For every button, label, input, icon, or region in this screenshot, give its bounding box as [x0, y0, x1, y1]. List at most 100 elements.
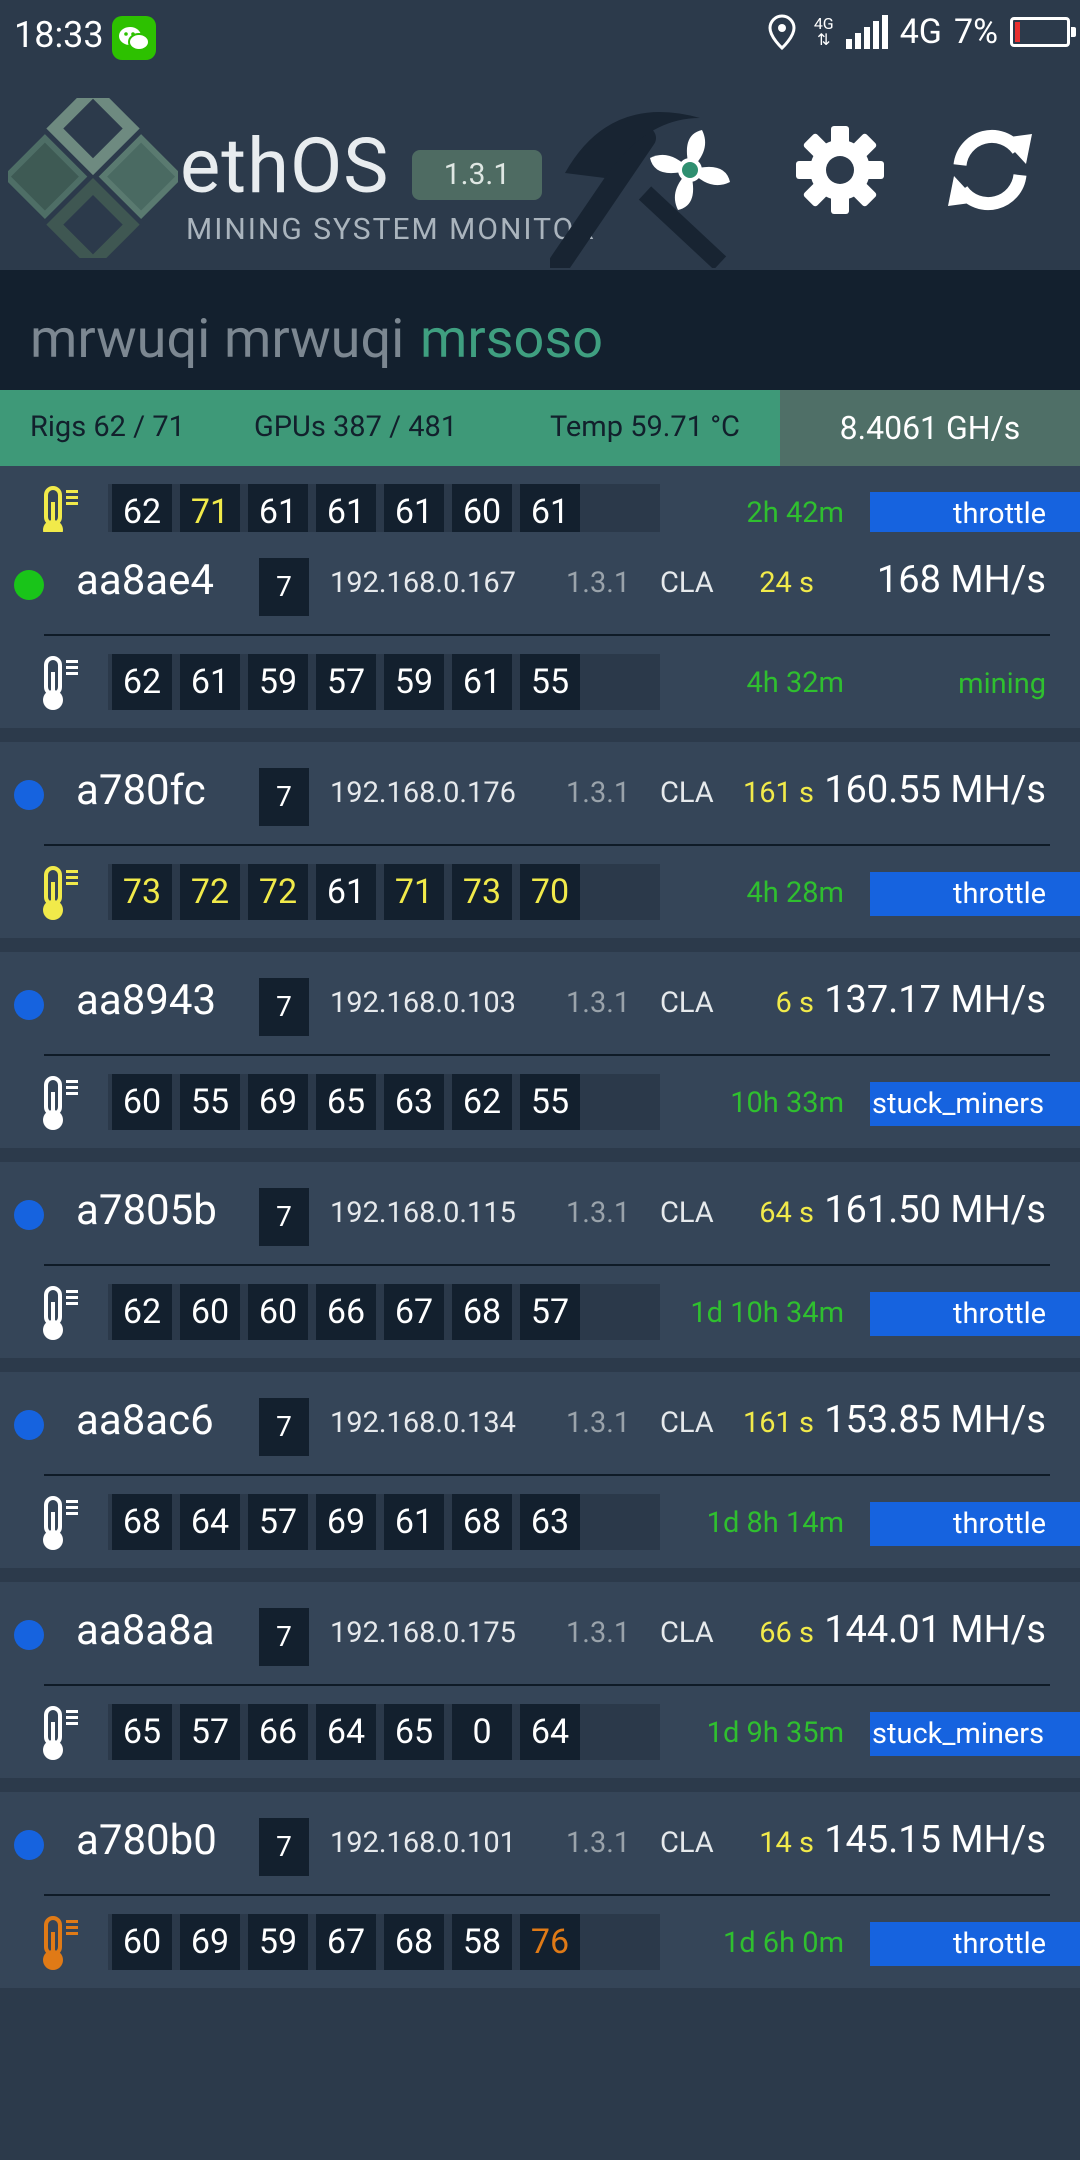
rig-hashrate: 161.50 MH/s: [824, 1188, 1046, 1232]
rig-card[interactable]: a7805b 7 192.168.0.115 1.3.1 CLA 64 s 161.50 M…: [0, 1162, 1080, 1358]
rig-last-seen: 64 s: [759, 1196, 814, 1230]
tab-mrsoso[interactable]: mrsoso: [420, 308, 603, 371]
rig-name[interactable]: aa8943: [76, 976, 217, 1025]
gpu-temp: 65: [112, 1704, 172, 1760]
gpu-temps: 60 55 69 65 63 62 55: [108, 1074, 660, 1130]
gpu-temps: 62 60 60 66 67 68 57: [108, 1284, 660, 1340]
rig-name[interactable]: a7805b: [76, 1186, 217, 1235]
gpu-temp: 68: [384, 1914, 444, 1970]
gpu-temp: 62: [452, 1074, 512, 1130]
rig-uptime: 1d 6h 0m: [722, 1926, 844, 1960]
refresh-icon[interactable]: [940, 120, 1040, 220]
rig-status: throttle: [870, 1922, 1080, 1966]
gpu-temp: 59: [248, 654, 308, 710]
rig-version: 1.3.1: [566, 986, 631, 1020]
rig-miner: CLA: [660, 986, 714, 1020]
gpu-temps: 60 69 59 67 68 58 76: [108, 1914, 660, 1970]
gpu-temp: 60: [180, 1284, 240, 1340]
rig-version: 1.3.1: [566, 1826, 631, 1860]
rig-name[interactable]: a780b0: [76, 1816, 217, 1865]
rig-card[interactable]: aa8ae4 7 192.168.0.167 1.3.1 CLA 24 s 168 MH/s…: [0, 532, 1080, 728]
status-dot-icon: [14, 1200, 44, 1230]
rig-version: 1.3.1: [566, 1196, 631, 1230]
gpu-count-badge: 7: [259, 1608, 309, 1666]
rig-summary-row: a780fc 7 192.168.0.176 1.3.1 CLA 161 s 160.55 …: [0, 742, 1080, 842]
rig-miner: CLA: [660, 1196, 714, 1230]
gear-icon[interactable]: [790, 120, 890, 220]
rig-status: throttle: [870, 1502, 1080, 1546]
rig-uptime: 1d 9h 35m: [706, 1716, 844, 1750]
rig-card[interactable]: a780fc 7 192.168.0.176 1.3.1 CLA 161 s 160.55 …: [0, 742, 1080, 938]
rig-card[interactable]: aa8a8a 7 192.168.0.175 1.3.1 CLA 66 s 144.01 M…: [0, 1582, 1080, 1778]
gpu-temp: 62: [112, 654, 172, 710]
rig-summary-row: aa8943 7 192.168.0.103 1.3.1 CLA 6 s 137.17 MH…: [0, 952, 1080, 1052]
stats-bar: Rigs 62 / 71 GPUs 387 / 481 Temp 59.71 °…: [0, 390, 1080, 466]
gpu-temp: 55: [520, 1074, 580, 1130]
rig-summary-row: a780b0 7 192.168.0.101 1.3.1 CLA 14 s 145.15 M…: [0, 1792, 1080, 1892]
gpu-temp: 69: [248, 1074, 308, 1130]
rig-temps-row: 73 72 72 61 71 73 70 4h 28m throttle: [0, 846, 1080, 938]
rig-card[interactable]: a780b0 7 192.168.0.101 1.3.1 CLA 14 s 145.15 M…: [0, 1792, 1080, 1988]
rig-card[interactable]: aa8ac6 7 192.168.0.134 1.3.1 CLA 161 s 153.85 …: [0, 1372, 1080, 1568]
status-dot-icon: [14, 1410, 44, 1440]
rig-miner: CLA: [660, 1406, 714, 1440]
gpu-temps: 73 72 72 61 71 73 70: [108, 864, 660, 920]
rig-ip: 192.168.0.101: [330, 1826, 516, 1860]
row-divider: [44, 844, 1050, 846]
gpu-count-badge: 7: [259, 1398, 309, 1456]
rig-name[interactable]: a780fc: [76, 766, 206, 815]
signal-icon: [845, 15, 888, 49]
rig-temps-row: 60 55 69 65 63 62 55 10h 33m stuck_miners: [0, 1056, 1080, 1148]
clock: 18:33: [14, 14, 104, 56]
status-dot-icon: [14, 1620, 44, 1650]
status-dot-icon: [14, 1830, 44, 1860]
rig-card[interactable]: aa8943 7 192.168.0.103 1.3.1 CLA 6 s 137.17 MH…: [0, 952, 1080, 1148]
gpu-temp: 65: [384, 1704, 444, 1760]
gpu-temp: 61: [520, 484, 580, 540]
gpu-temp: 64: [520, 1704, 580, 1760]
rig-hashrate: 137.17 MH/s: [824, 978, 1046, 1022]
gpus-count: GPUs 387 / 481: [254, 410, 458, 444]
tab-mrwuqi-2[interactable]: mrwuqi: [224, 308, 405, 371]
gpu-temp: 76: [520, 1914, 580, 1970]
thermometer-icon: [43, 1706, 78, 1760]
status-bar: 18:33 4G ⇅ 4G 7%: [0, 0, 1080, 78]
tab-mrwuqi-1[interactable]: mrwuqi: [30, 308, 211, 371]
rig-uptime: 4h 32m: [746, 666, 845, 700]
row-divider: [44, 1474, 1050, 1476]
rig-uptime: 1d 8h 14m: [706, 1506, 844, 1540]
rig-status: stuck_miners: [870, 1712, 1080, 1756]
rig-summary-row: aa8ac6 7 192.168.0.134 1.3.1 CLA 161 s 153.85 …: [0, 1372, 1080, 1472]
gpu-temp: 64: [180, 1494, 240, 1550]
rig-miner: CLA: [660, 1616, 714, 1650]
rig-hashrate: 144.01 MH/s: [824, 1608, 1046, 1652]
rig-ip: 192.168.0.167: [330, 566, 516, 600]
rig-name[interactable]: aa8ae4: [76, 556, 215, 605]
gpu-temp: 61: [248, 484, 308, 540]
rig-hashrate: 153.85 MH/s: [824, 1398, 1046, 1442]
rig-list[interactable]: 62 71 61 61 61 60 61 2h 42m throttle aa8ae4 7 192.1…: [0, 466, 1080, 2160]
rig-summary-row: aa8a8a 7 192.168.0.175 1.3.1 CLA 66 s 144.01 M…: [0, 1582, 1080, 1682]
fan-icon[interactable]: [640, 120, 740, 220]
rig-hashrate: 160.55 MH/s: [824, 768, 1046, 812]
rig-uptime: 2h 42m: [746, 496, 845, 530]
gpu-temp: 57: [180, 1704, 240, 1760]
rig-last-seen: 24 s: [759, 566, 814, 600]
gpu-temp: 69: [180, 1914, 240, 1970]
rig-name[interactable]: aa8ac6: [76, 1396, 214, 1445]
rig-summary-row: a7805b 7 192.168.0.115 1.3.1 CLA 64 s 161.50 M…: [0, 1162, 1080, 1262]
status-dot-icon: [14, 990, 44, 1020]
rig-miner: CLA: [660, 566, 714, 600]
rig-temps-row: 62 71 61 61 61 60 61 2h 42m throttle: [0, 466, 1080, 558]
gpu-count-badge: 7: [259, 1818, 309, 1876]
battery-percent: 7%: [953, 12, 998, 52]
location-icon: [768, 14, 796, 51]
rig-temps-row: 60 69 59 67 68 58 76 1d 6h 0m throttle: [0, 1896, 1080, 1988]
rig-ip: 192.168.0.103: [330, 986, 516, 1020]
rig-temps-row: 68 64 57 69 61 68 63 1d 8h 14m throttle: [0, 1476, 1080, 1568]
gpu-temp: 70: [520, 864, 580, 920]
row-divider: [44, 634, 1050, 636]
ethos-logo-icon: [8, 98, 178, 258]
status-dot-icon: [14, 780, 44, 810]
rig-name[interactable]: aa8a8a: [76, 1606, 215, 1655]
